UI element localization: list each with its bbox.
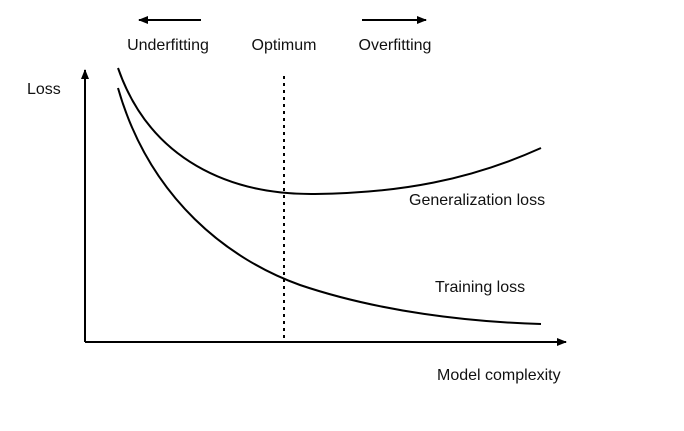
region-label: Optimum [252,37,317,54]
curve-label: Training loss [435,279,525,296]
generalization-curve [117,67,542,196]
region-label: Underfitting [127,37,209,54]
y-axis-label: Loss [27,81,61,98]
curve-label: Generalization loss [409,192,545,209]
x-axis-label: Model complexity [437,367,561,384]
region-label: Overfitting [359,37,432,54]
training-curve [117,87,542,325]
